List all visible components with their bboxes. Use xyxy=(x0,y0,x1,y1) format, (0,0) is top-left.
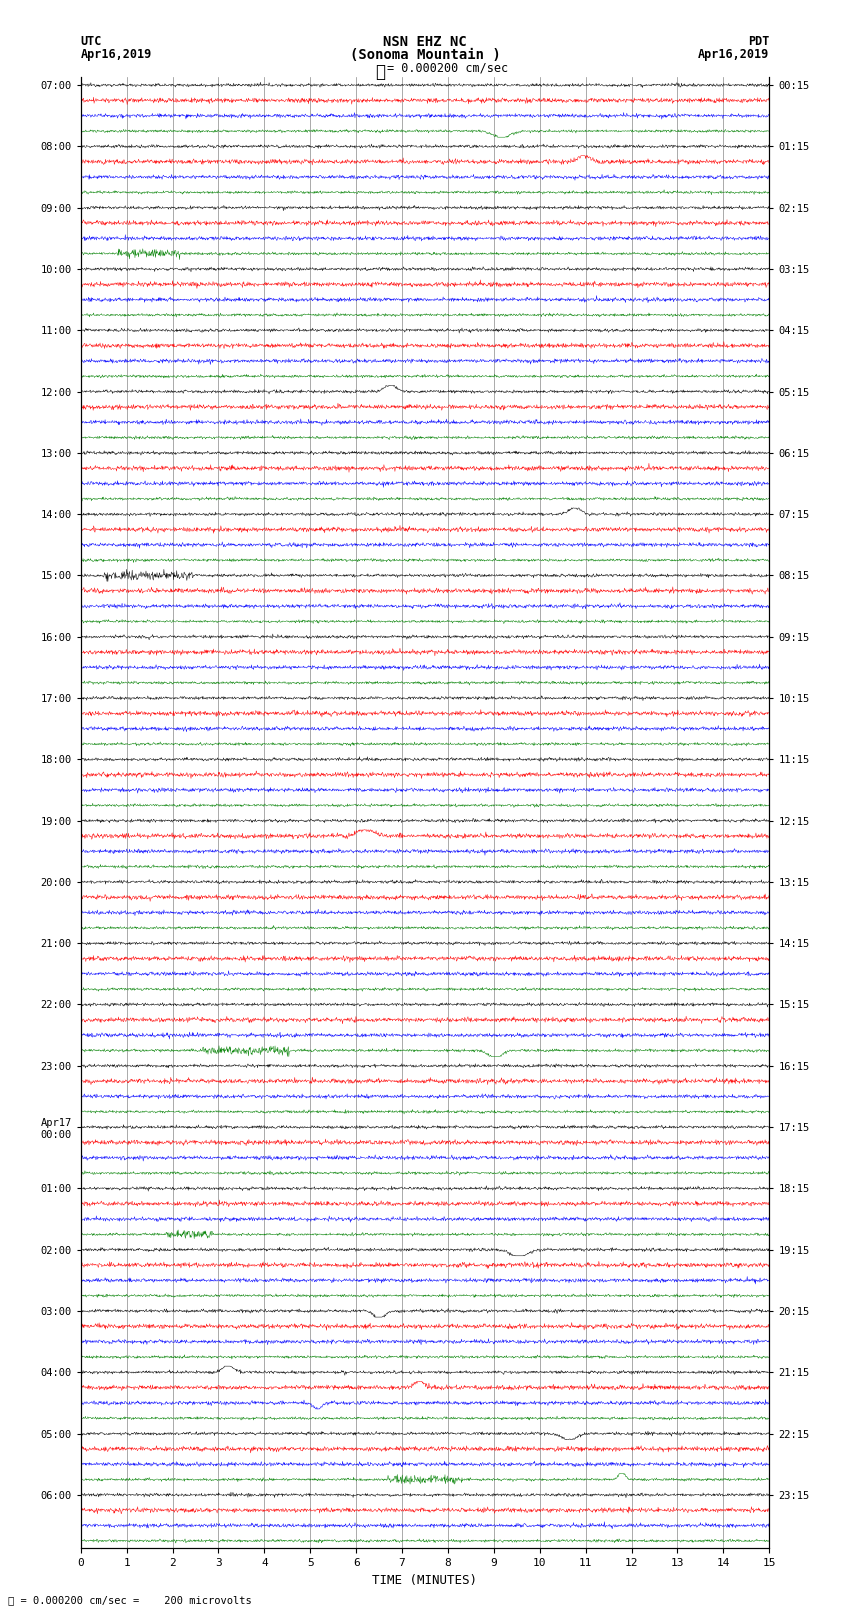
Text: ⎸: ⎸ xyxy=(375,63,385,81)
Text: NSN EHZ NC: NSN EHZ NC xyxy=(383,35,467,50)
Text: (Sonoma Mountain ): (Sonoma Mountain ) xyxy=(349,48,501,63)
Text: UTC: UTC xyxy=(81,35,102,48)
Text: = 0.000200 cm/sec: = 0.000200 cm/sec xyxy=(387,61,507,74)
Text: ⎸ = 0.000200 cm/sec =    200 microvolts: ⎸ = 0.000200 cm/sec = 200 microvolts xyxy=(8,1595,252,1605)
Text: Apr16,2019: Apr16,2019 xyxy=(698,48,769,61)
Text: PDT: PDT xyxy=(748,35,769,48)
X-axis label: TIME (MINUTES): TIME (MINUTES) xyxy=(372,1574,478,1587)
Text: Apr16,2019: Apr16,2019 xyxy=(81,48,152,61)
